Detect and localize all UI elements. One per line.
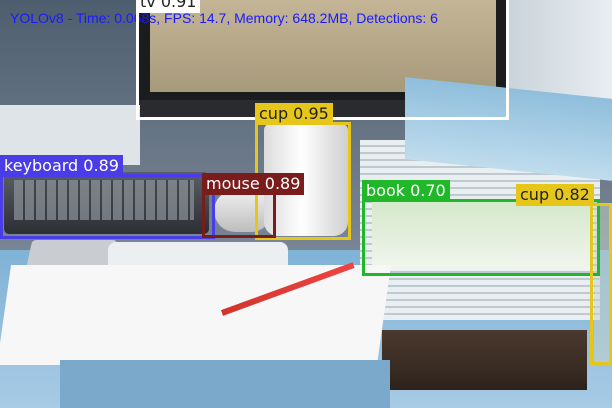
status-line: YOLOv8 - Time: 0.068s, FPS: 14.7, Memory… bbox=[10, 10, 438, 26]
desk-front bbox=[60, 360, 390, 408]
mouse-shape bbox=[214, 190, 272, 232]
keyboard-keys bbox=[14, 180, 194, 220]
detection-box-keyboard: keyboard 0.89 bbox=[0, 155, 215, 239]
open-notebook bbox=[0, 265, 392, 365]
monitor-screen bbox=[150, 0, 496, 92]
detection-label-mouse: mouse 0.89 bbox=[202, 173, 305, 195]
detection-box-cup-2: cup 0.82 bbox=[516, 184, 612, 365]
detection-label-cup-2: cup 0.82 bbox=[516, 184, 594, 206]
detection-label-book: book 0.70 bbox=[362, 180, 450, 202]
detection-box-book: book 0.70 bbox=[362, 180, 600, 276]
detection-label-keyboard: keyboard 0.89 bbox=[0, 155, 123, 177]
green-folder bbox=[372, 200, 592, 270]
detection-box-mouse: mouse 0.89 bbox=[202, 173, 305, 238]
detection-label-tv: tv 0.91 bbox=[136, 0, 201, 13]
dark-notebook bbox=[382, 330, 587, 390]
detection-box-tv: tv 0.91 bbox=[136, 0, 509, 120]
detection-label-cup: cup 0.95 bbox=[255, 103, 333, 125]
